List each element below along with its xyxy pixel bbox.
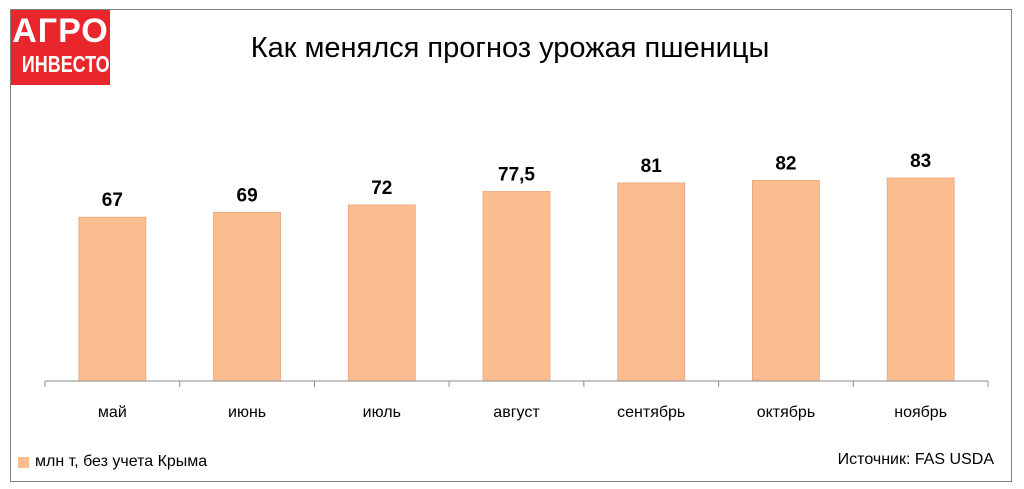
legend-swatch [18, 456, 29, 468]
tick-label: июль [363, 404, 401, 421]
bar [886, 177, 955, 382]
chart-title: Как менялся прогноз урожая пшеницы [250, 32, 770, 64]
data-label: 81 [641, 156, 663, 177]
tick-label: октябрь [757, 404, 815, 421]
data-label: 82 [775, 153, 796, 174]
tick-label: август [493, 404, 540, 421]
tick-label: июнь [228, 404, 266, 421]
tick-label: ноябрь [894, 404, 947, 421]
bar [752, 180, 820, 382]
data-label: 67 [102, 190, 123, 211]
bar [347, 204, 416, 382]
data-label: 83 [910, 151, 931, 172]
bar [213, 211, 281, 382]
legend-label: млн т, без учета Крыма [35, 453, 208, 470]
data-label: 72 [371, 178, 392, 199]
bar [617, 182, 686, 382]
data-label: 69 [237, 185, 258, 206]
data-label: 77,5 [498, 164, 535, 185]
legend: млн т, без учета Крыма [18, 452, 207, 472]
logo-text-top: АГРО [12, 12, 109, 50]
agroinvestor-logo: АГРО ИНВЕСТОР [11, 10, 122, 85]
bar [78, 216, 147, 382]
tick-label: май [98, 404, 127, 421]
tick-label: сентябрь [617, 404, 685, 421]
source-note: Источник: FAS USDA [837, 451, 994, 468]
bar [482, 191, 551, 382]
